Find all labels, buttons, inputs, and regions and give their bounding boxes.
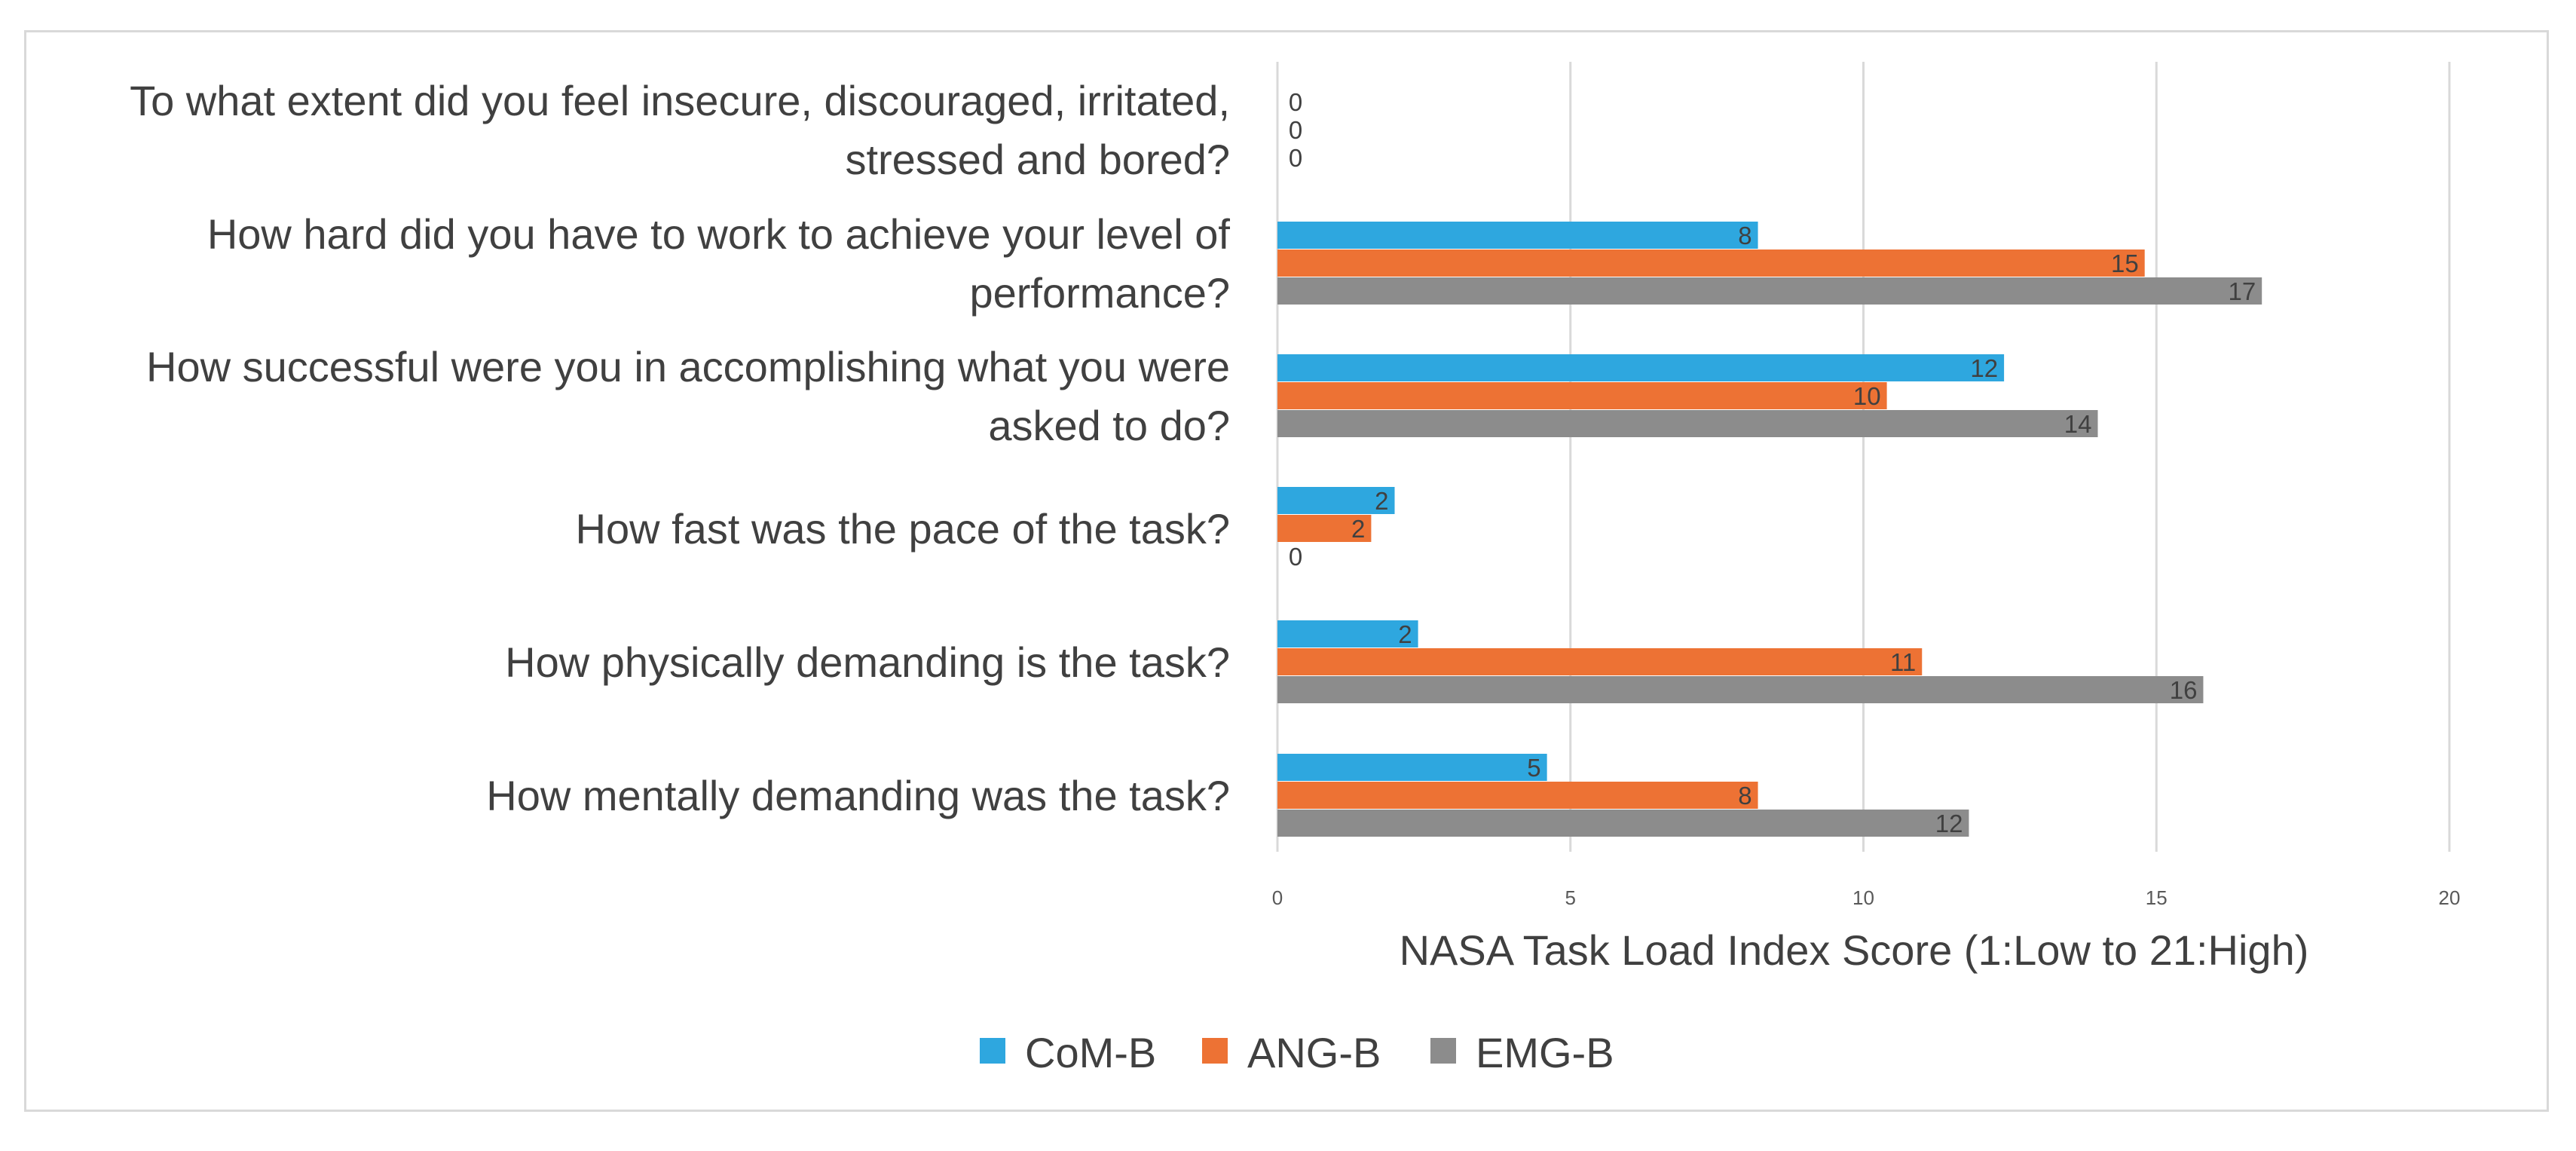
legend-label-ang-b: ANG-B [1247, 1029, 1381, 1076]
category-labels: How mentally demanding was the task? How … [130, 77, 1230, 819]
category-label-5: To what extent did you feel insecure, di… [130, 77, 1230, 183]
chart-frame [24, 30, 2549, 1112]
data-label-ang-b-3: 10 [1853, 382, 1881, 410]
legend-swatch-ang-b [1202, 1038, 1228, 1064]
legend-swatch-emg-b [1430, 1038, 1456, 1064]
bar-emg-b-3 [1277, 410, 2098, 437]
category-label-2: How fast was the pace of the task? [576, 505, 1230, 553]
category-label-line: performance? [969, 269, 1230, 317]
gridlines [1276, 62, 2451, 852]
category-label-line: To what extent did you feel insecure, di… [130, 77, 1230, 124]
data-label-emg-b-1: 16 [2170, 676, 2198, 704]
x-tick-label: 5 [1565, 886, 1576, 909]
data-label-emg-b-2: 0 [1289, 543, 1302, 571]
data-label-ang-b-2: 2 [1351, 515, 1365, 543]
data-label-emg-b-0: 12 [1935, 810, 1963, 837]
data-label-com-b-3: 12 [1970, 354, 1998, 382]
x-tick-label: 10 [1852, 886, 1874, 909]
bar-com-b-3 [1277, 354, 2005, 381]
category-label-4: How hard did you have to work to achieve… [207, 210, 1231, 317]
category-label-3: How successful were you in accomplishing… [146, 343, 1230, 449]
category-label-1: How physically demanding is the task? [505, 638, 1230, 686]
data-label-emg-b-3: 14 [2064, 410, 2092, 438]
x-tick-label: 0 [1272, 886, 1283, 909]
data-label-emg-b-4: 17 [2228, 277, 2256, 305]
category-label-line: How hard did you have to work to achieve… [207, 210, 1231, 258]
data-label-com-b-1: 2 [1398, 620, 1412, 648]
bar-emg-b-1 [1277, 676, 2204, 703]
data-label-ang-b-1: 11 [1890, 648, 1916, 676]
data-label-ang-b-0: 8 [1738, 782, 1751, 810]
bar-emg-b-0 [1277, 810, 1969, 837]
data-label-ang-b-4: 15 [2111, 249, 2139, 277]
data-label-com-b-0: 5 [1527, 754, 1540, 782]
data-label-emg-b-5: 0 [1289, 144, 1302, 172]
category-label-line: asked to do? [988, 402, 1230, 449]
category-label-line: stressed and bored? [845, 136, 1230, 183]
legend: CoM-B ANG-B EMG-B [980, 1029, 1614, 1076]
bar-com-b-0 [1277, 754, 1547, 781]
x-axis-title: NASA Task Load Index Score (1:Low to 21:… [1400, 926, 2309, 974]
bar-ang-b-3 [1277, 382, 1887, 409]
data-label-com-b-2: 2 [1375, 487, 1388, 515]
legend-label-com-b: CoM-B [1025, 1029, 1156, 1076]
data-label-com-b-4: 8 [1738, 222, 1751, 249]
bar-com-b-4 [1277, 222, 1758, 249]
bar-ang-b-2 [1277, 515, 1372, 542]
legend-swatch-com-b [980, 1038, 1005, 1064]
bar-com-b-1 [1277, 620, 1418, 647]
x-tick-labels: 0 5 10 15 20 [1272, 886, 2461, 909]
bar-ang-b-0 [1277, 782, 1758, 809]
bar-emg-b-4 [1277, 277, 2262, 305]
bar-ang-b-1 [1277, 648, 1923, 675]
data-label-com-b-5: 0 [1289, 88, 1302, 116]
x-tick-label: 20 [2439, 886, 2461, 909]
legend-label-emg-b: EMG-B [1476, 1029, 1614, 1076]
bar-com-b-2 [1277, 487, 1395, 514]
x-tick-label: 15 [2146, 886, 2168, 909]
bar-ang-b-4 [1277, 249, 2145, 277]
data-label-ang-b-5: 0 [1289, 116, 1302, 144]
category-label-line: How successful were you in accomplishing… [146, 343, 1230, 390]
category-label-0: How mentally demanding was the task? [486, 772, 1230, 819]
